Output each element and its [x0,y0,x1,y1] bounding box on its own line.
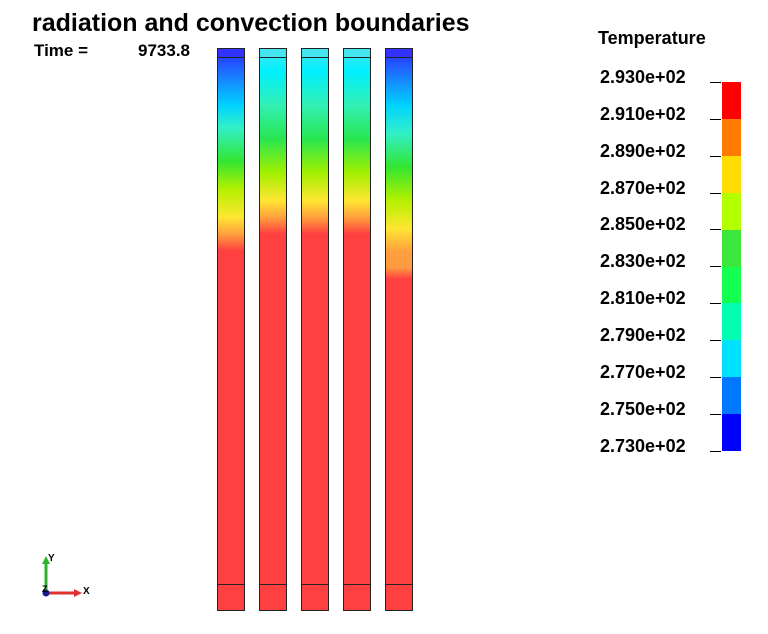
legend-color-segment [722,192,741,230]
y-axis-arrowhead [42,556,50,564]
legend-tick [710,193,721,194]
legend-tick [710,340,721,341]
legend-tick [710,451,721,452]
column-2 [259,48,287,611]
column-4 [343,48,371,611]
column-base-line [260,584,286,585]
x-axis-arrowhead [74,589,82,597]
legend-tick [710,303,721,304]
legend-label: 2.730e+02 [600,436,686,456]
time-label: Time = [34,41,89,60]
legend-color-segment [722,266,741,304]
legend-color-segment [722,82,741,119]
legend-color-segment [722,229,741,267]
legend-color-segment [722,340,741,378]
column-1 [217,48,245,611]
legend-tick [710,156,721,157]
column-5 [385,48,413,611]
legend-color-bar [722,82,741,452]
column-3 [301,48,329,611]
column-cap [218,49,244,58]
legend-color-segment [722,377,741,415]
y-axis-label: Y [48,553,55,564]
legend-tick [710,266,721,267]
z-axis-label: Z [42,584,48,594]
legend-label: 2.770e+02 [600,362,686,382]
column-cap [386,49,412,58]
legend-tick [710,119,721,120]
column-cap [302,49,328,58]
column-cap [260,49,286,58]
column-base-line [386,584,412,585]
legend-label: 2.850e+02 [600,214,686,234]
legend-tick [710,229,721,230]
column-base-line [218,584,244,585]
column-base-line [302,584,328,585]
legend-label: 2.790e+02 [600,325,686,345]
legend-tick [710,377,721,378]
x-axis-label: X [83,586,90,597]
legend-color-segment [722,414,741,452]
legend-tick [710,82,721,83]
time-value: 9733.8 [138,41,190,60]
plot-title: radiation and convection boundaries [32,9,470,37]
legend-label: 2.750e+02 [600,399,686,419]
column-cap [344,49,370,58]
legend-label: 2.930e+02 [600,67,686,87]
legend-label: 2.870e+02 [600,178,686,198]
legend-label: 2.810e+02 [600,288,686,308]
z-axis-point [42,589,50,597]
legend-title: Temperature [598,28,706,48]
legend-label: 2.830e+02 [600,251,686,271]
legend-color-segment [722,303,741,341]
legend-color-segment [722,155,741,193]
legend-label: 2.910e+02 [600,104,686,124]
column-base-line [344,584,370,585]
legend-tick [710,414,721,415]
legend-label: 2.890e+02 [600,141,686,161]
legend-color-segment [722,118,741,156]
axis-triad: Y Z X [42,553,90,597]
